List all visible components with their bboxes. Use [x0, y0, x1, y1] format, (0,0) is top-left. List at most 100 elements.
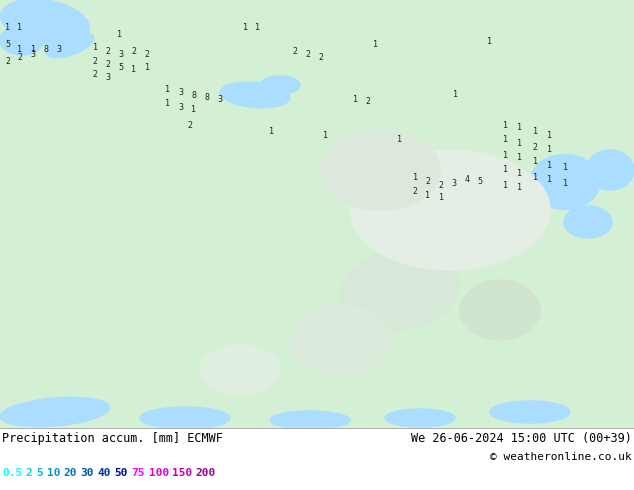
Text: 1: 1 [145, 64, 150, 73]
Text: 1: 1 [439, 194, 444, 202]
Text: 1: 1 [533, 157, 538, 167]
Text: 1: 1 [548, 146, 552, 154]
Text: 2: 2 [292, 48, 297, 56]
Text: 1: 1 [398, 136, 403, 145]
Text: 8: 8 [44, 46, 48, 54]
Ellipse shape [350, 150, 550, 270]
Ellipse shape [490, 401, 570, 423]
Ellipse shape [1, 0, 89, 45]
Text: 2: 2 [188, 121, 193, 129]
Text: 1: 1 [533, 127, 538, 137]
Text: 1: 1 [453, 91, 458, 99]
Text: 2: 2 [93, 57, 98, 67]
Text: 2: 2 [131, 48, 136, 56]
Text: 10: 10 [46, 468, 60, 478]
Text: 3: 3 [179, 89, 183, 98]
Ellipse shape [140, 407, 230, 429]
Bar [0, 0, 634, 428]
Text: 1: 1 [517, 183, 522, 193]
Text: 1: 1 [117, 30, 122, 40]
Ellipse shape [385, 409, 455, 427]
Text: 200: 200 [195, 468, 216, 478]
Text: 1: 1 [18, 46, 22, 54]
Text: 1: 1 [517, 139, 522, 147]
Text: 1: 1 [503, 150, 507, 160]
Text: 4: 4 [465, 175, 470, 185]
Text: 3: 3 [119, 50, 124, 59]
Ellipse shape [564, 206, 612, 238]
Text: 2: 2 [6, 57, 11, 67]
Text: 2: 2 [533, 143, 538, 151]
Text: 2: 2 [18, 53, 22, 63]
Text: 8: 8 [191, 92, 197, 100]
Text: 1: 1 [503, 166, 507, 174]
Text: 2: 2 [413, 188, 418, 196]
Text: 2: 2 [145, 50, 150, 59]
Text: We 26-06-2024 15:00 UTC (00+39): We 26-06-2024 15:00 UTC (00+39) [411, 432, 632, 445]
Text: 1: 1 [323, 130, 328, 140]
Text: 1: 1 [413, 173, 418, 182]
Ellipse shape [290, 305, 390, 375]
Text: 1: 1 [562, 178, 567, 188]
Text: 1: 1 [503, 121, 507, 129]
Text: 1: 1 [353, 96, 358, 104]
Text: 1: 1 [548, 161, 552, 170]
Ellipse shape [260, 76, 300, 94]
Text: 2: 2 [439, 180, 444, 190]
Text: 2: 2 [25, 468, 32, 478]
Text: 1: 1 [373, 41, 377, 49]
Text: 1: 1 [165, 99, 171, 108]
Text: 100: 100 [148, 468, 169, 478]
Text: 40: 40 [98, 468, 111, 478]
Bar [0, 428, 634, 490]
Ellipse shape [270, 411, 350, 429]
Ellipse shape [46, 32, 94, 58]
Text: 1: 1 [503, 180, 507, 190]
Text: 1: 1 [425, 191, 430, 199]
Text: © weatheronline.co.uk: © weatheronline.co.uk [490, 452, 632, 462]
Ellipse shape [586, 150, 634, 190]
Ellipse shape [530, 154, 600, 210]
Text: 5: 5 [119, 64, 124, 73]
Ellipse shape [320, 130, 440, 210]
Text: 1: 1 [256, 24, 261, 32]
Text: 30: 30 [81, 468, 94, 478]
Text: 1: 1 [517, 123, 522, 132]
Text: 2: 2 [93, 71, 98, 79]
Ellipse shape [220, 82, 290, 108]
Text: Precipitation accum. [mm] ECMWF: Precipitation accum. [mm] ECMWF [2, 432, 223, 445]
Text: 3: 3 [179, 102, 183, 112]
Text: 1: 1 [18, 24, 22, 32]
Text: 1: 1 [548, 175, 552, 185]
Text: 3: 3 [451, 178, 456, 188]
Text: 1: 1 [548, 130, 552, 140]
Text: 1: 1 [517, 169, 522, 177]
Text: 1: 1 [242, 24, 247, 32]
Text: 1: 1 [30, 46, 36, 54]
Text: 1: 1 [93, 44, 98, 52]
Text: 5: 5 [6, 41, 11, 49]
Text: 1: 1 [488, 38, 493, 47]
Ellipse shape [340, 249, 460, 331]
Text: 5: 5 [477, 177, 482, 187]
Text: 1: 1 [191, 105, 197, 115]
Text: 2: 2 [425, 177, 430, 187]
Text: 1: 1 [503, 136, 507, 145]
Ellipse shape [200, 345, 280, 395]
Text: 3: 3 [105, 74, 110, 82]
Text: 1: 1 [6, 24, 11, 32]
Text: 8: 8 [205, 94, 209, 102]
Text: 3: 3 [30, 50, 36, 59]
Text: 1: 1 [562, 164, 567, 172]
Text: 3: 3 [56, 46, 61, 54]
Text: 150: 150 [172, 468, 192, 478]
Text: 2: 2 [318, 53, 323, 63]
Text: 75: 75 [131, 468, 145, 478]
Text: 5: 5 [36, 468, 42, 478]
Text: 2: 2 [365, 98, 370, 106]
Ellipse shape [0, 25, 44, 55]
Text: 2: 2 [105, 48, 110, 56]
Ellipse shape [0, 397, 110, 427]
Text: 0.5: 0.5 [2, 468, 22, 478]
Text: 1: 1 [165, 85, 171, 95]
